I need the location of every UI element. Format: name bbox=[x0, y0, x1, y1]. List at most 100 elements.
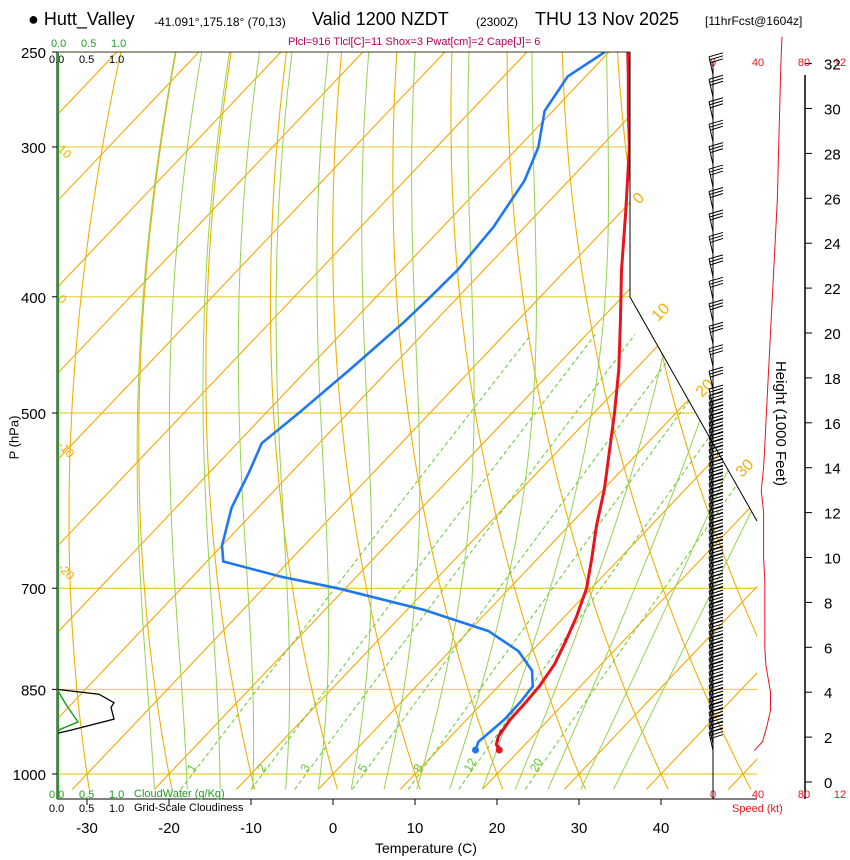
wind-barb-flag bbox=[710, 80, 724, 86]
isotherm-line bbox=[57, 52, 466, 790]
wind-barb-staff bbox=[708, 415, 714, 435]
wind-barb-flag bbox=[710, 592, 724, 598]
wind-barb-staff bbox=[708, 651, 714, 670]
wind-barb-flag bbox=[709, 387, 724, 393]
wind-barb-flag bbox=[710, 511, 724, 517]
wind-barb-staff bbox=[708, 168, 714, 188]
wind-barb-flag bbox=[710, 707, 724, 713]
x-tick-label: 10 bbox=[407, 820, 424, 837]
height-tick-label: 2 bbox=[824, 730, 832, 747]
isotherm-line bbox=[399, 52, 757, 790]
moist-adiabat-line bbox=[316, 52, 331, 790]
wind-barb-flag bbox=[709, 636, 724, 642]
wind-barb-staff bbox=[708, 732, 714, 751]
wind-barb-staff bbox=[708, 550, 714, 569]
wind-barb-flag bbox=[710, 532, 724, 537]
wind-barb-flag bbox=[708, 52, 724, 58]
wind-barb-flag bbox=[709, 697, 724, 703]
wind-barb-staff bbox=[708, 638, 714, 657]
wind-barb-flag bbox=[709, 448, 724, 454]
wind-barb-staff bbox=[708, 395, 714, 414]
wind-barb-staff bbox=[708, 371, 714, 390]
wind-barb-flag bbox=[710, 424, 724, 430]
height-tick-label: 26 bbox=[824, 191, 841, 208]
moist-adiabat-line bbox=[168, 52, 206, 790]
wind-barb-staff bbox=[708, 591, 714, 610]
wind-barb-flag bbox=[710, 713, 724, 719]
wind-barb-staff bbox=[708, 56, 714, 75]
p-tick-label: 300 bbox=[21, 140, 46, 157]
wind-barb-flag bbox=[709, 468, 724, 474]
station-name: Hutt_Valley bbox=[43, 9, 135, 29]
wind-barb-flag bbox=[710, 58, 724, 64]
height-tick-label: 16 bbox=[824, 416, 841, 433]
dry-adiabat-line bbox=[561, 52, 752, 790]
x-tick-label: -20 bbox=[158, 820, 180, 837]
mixing-ratio-label: 20 bbox=[527, 755, 546, 774]
x-tick-label: 40 bbox=[653, 820, 670, 837]
wind-barb-flag bbox=[709, 717, 724, 723]
cloudwater-label: CloudWater (g/Kg) bbox=[134, 788, 225, 800]
x-tick-label: 20 bbox=[489, 820, 506, 837]
right-boundary-line bbox=[629, 52, 758, 522]
wind-barb-flag bbox=[710, 327, 724, 333]
x-tick-label: -10 bbox=[240, 820, 262, 837]
moist-adiabat-line bbox=[275, 52, 296, 790]
wind-barb-staff bbox=[708, 523, 714, 542]
wind-barb-staff bbox=[708, 577, 714, 596]
height-tick-label: 12 bbox=[824, 506, 841, 523]
wind-barb-flag bbox=[709, 589, 724, 595]
speed-tick-top: 12 bbox=[834, 57, 846, 69]
cloudwater-tick-bottom: 1.0 bbox=[109, 789, 124, 801]
isotherm-line bbox=[57, 52, 548, 790]
wind-barb-flag bbox=[709, 657, 724, 662]
wind-barb bbox=[708, 478, 724, 502]
wind-barb-flag bbox=[710, 260, 724, 266]
mixing-ratio-line bbox=[294, 334, 636, 790]
wind-barb-staff bbox=[708, 570, 714, 590]
wind-barb-flag bbox=[710, 653, 724, 659]
cloudiness-label: Grid-Scale Cloudiness bbox=[134, 802, 244, 814]
speed-tick-top: 80 bbox=[798, 57, 810, 69]
wind-barb-staff bbox=[708, 303, 714, 322]
parcel-line bbox=[496, 727, 503, 751]
wind-barb-staff bbox=[708, 483, 714, 502]
wind-barb-flag bbox=[710, 491, 724, 497]
x-axis-label: Temperature (C) bbox=[375, 840, 477, 856]
wind-barb-flag bbox=[710, 680, 724, 686]
wind-barb-staff bbox=[708, 402, 714, 421]
wind-barb-staff bbox=[708, 516, 714, 536]
moist-adiabat-line bbox=[237, 52, 263, 790]
cloudiness-tick-top: 1.0 bbox=[109, 54, 124, 66]
wind-barb-flag bbox=[709, 731, 724, 737]
wind-barb-flag bbox=[710, 471, 724, 477]
speed-tick-bottom: 12 bbox=[834, 789, 846, 801]
wind-barb-staff bbox=[708, 624, 714, 643]
isotherm-line bbox=[57, 52, 712, 790]
wind-barb-flag bbox=[709, 441, 724, 447]
wind-barb-staff bbox=[708, 442, 714, 462]
wind-barb-staff bbox=[708, 665, 714, 684]
wind-barb-flag bbox=[710, 734, 724, 740]
wind-barb-flag bbox=[708, 344, 724, 350]
forecast-date: THU 13 Nov 2025 bbox=[535, 9, 680, 29]
moist-adiabat-line bbox=[202, 52, 234, 790]
speed-tick-bottom: 40 bbox=[752, 789, 764, 801]
wind-barb-flag bbox=[709, 596, 724, 602]
height-tick-label: 14 bbox=[824, 461, 841, 478]
cloudwater-tick-bottom: 0.5 bbox=[79, 789, 94, 801]
wind-barb-flag bbox=[709, 704, 724, 710]
wind-barb-staff bbox=[708, 685, 714, 704]
wind-barb-flag bbox=[710, 484, 724, 490]
mixing-ratio-line bbox=[250, 334, 596, 790]
wind-barb-flag bbox=[710, 646, 724, 652]
wind-barb-flag bbox=[709, 77, 724, 83]
isotherm-line bbox=[563, 52, 757, 790]
wind-barb-staff bbox=[708, 503, 714, 522]
isotherm-line bbox=[153, 52, 757, 790]
wind-barb-staff bbox=[708, 146, 714, 165]
wind-barb-staff bbox=[708, 564, 714, 583]
wind-barb-flag bbox=[709, 542, 724, 548]
wind-barb-flag bbox=[708, 254, 724, 260]
